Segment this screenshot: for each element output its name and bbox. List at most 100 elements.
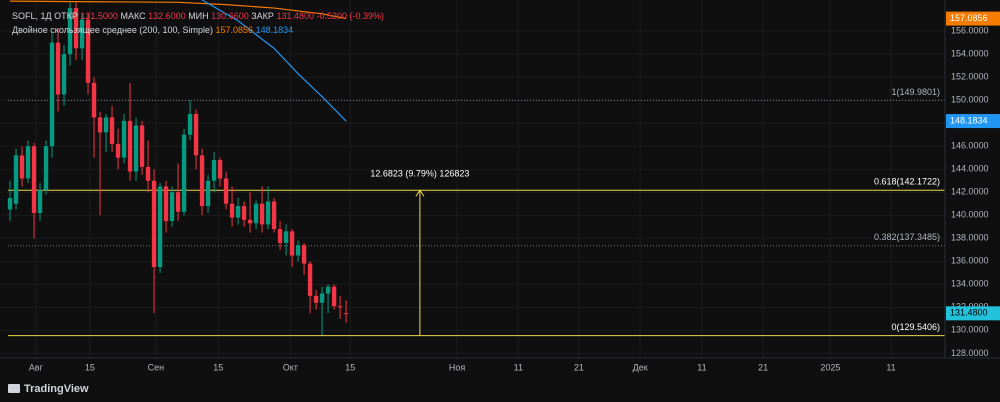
candle-body <box>211 160 217 181</box>
candle-body <box>253 203 259 224</box>
indicator-name: Двойное скользящее среднее (200, 100, Si… <box>12 25 213 35</box>
field-label: ЗАКР <box>251 11 274 21</box>
candle-body <box>61 54 67 95</box>
indicator-value: 157.0856 <box>216 25 254 35</box>
candle-body <box>127 120 133 172</box>
candle-body <box>175 192 181 212</box>
candle-body <box>73 8 79 49</box>
price-box-label: 148.1834 <box>950 115 988 125</box>
x-tick-label: Дек <box>633 362 648 372</box>
candle-body <box>229 203 235 218</box>
y-tick-label: 136.0000 <box>951 256 989 266</box>
y-tick-label: 128.0000 <box>951 348 989 358</box>
candle-body <box>217 160 223 179</box>
x-tick-label: 21 <box>758 362 768 372</box>
brand-logo: TradingView <box>8 383 89 395</box>
x-tick-label: Ноя <box>449 362 466 372</box>
y-tick-label: 152.0000 <box>951 72 989 82</box>
field-value: 131.5000 <box>80 11 118 21</box>
x-tick-label: Сен <box>148 362 165 372</box>
candle-body <box>139 125 145 167</box>
candle-body <box>103 117 109 133</box>
candle-body <box>7 197 13 210</box>
x-tick-label: 21 <box>574 362 584 372</box>
x-tick-label: 2025 <box>820 362 840 372</box>
last-price-label: 131.4800 <box>950 308 988 318</box>
candle-body <box>145 166 151 181</box>
indicator-value: 148.1834 <box>256 25 294 35</box>
candle-body <box>13 155 19 204</box>
candle-body <box>295 245 301 256</box>
candle-body <box>43 146 49 190</box>
candle-body <box>331 286 337 307</box>
y-tick-label: 146.0000 <box>951 141 989 151</box>
brand: TradingView <box>24 383 89 395</box>
y-tick-label: 134.0000 <box>951 279 989 289</box>
candle-body <box>337 306 343 308</box>
candle-body <box>289 231 295 256</box>
candle-body <box>241 206 247 220</box>
x-tick-label: 15 <box>85 362 95 372</box>
legend-header: SOFL, 1Д ОТКР 131.5000 МАКС 132.6000 МИН… <box>12 11 384 21</box>
x-tick-label: Окт <box>283 362 298 372</box>
field-label: ОТКР <box>54 11 78 21</box>
legend-indicator: Двойное скользящее среднее (200, 100, Si… <box>12 25 293 35</box>
candle-body <box>235 206 241 218</box>
candle-body <box>325 286 331 294</box>
candle-body <box>223 178 229 204</box>
last-price-box <box>946 306 1000 321</box>
measure-label: 12.6823 (9.79%) 126823 <box>370 169 469 179</box>
price-box <box>946 114 1000 129</box>
change: -0.5200 (-0.39%) <box>317 11 385 21</box>
x-tick-label: 15 <box>345 362 355 372</box>
y-tick-label: 138.0000 <box>951 233 989 243</box>
candle-body <box>109 117 115 144</box>
field-value: 131.4800 <box>276 11 314 21</box>
candle-body <box>319 293 325 303</box>
candle-body <box>25 146 31 179</box>
candle-body <box>163 186 169 222</box>
price-box-label: 157.0856 <box>950 13 988 23</box>
candle-body <box>301 245 307 264</box>
candle-body <box>157 186 163 268</box>
x-tick-label: 11 <box>886 362 895 372</box>
candle-body <box>49 42 55 147</box>
candle-body <box>121 120 127 158</box>
y-tick-label: 156.0000 <box>951 25 989 35</box>
x-tick-label: 15 <box>213 362 223 372</box>
candle-body <box>313 295 319 303</box>
y-tick-label: 130.0000 <box>951 325 989 335</box>
y-tick-label: 140.0000 <box>951 210 989 220</box>
candle-body <box>265 201 271 225</box>
candle-body <box>247 219 253 224</box>
fib-label: 0(129.5406) <box>891 322 940 332</box>
field-value: 130.6600 <box>211 11 249 21</box>
fib-label: 0.382(137.3485) <box>874 232 940 242</box>
candle-body <box>307 263 313 296</box>
candle-body <box>79 19 85 49</box>
x-tick-label: 11 <box>514 362 523 372</box>
candle-body <box>343 313 349 315</box>
candle-body <box>91 82 97 118</box>
y-tick-label: 142.0000 <box>951 187 989 197</box>
candle-body <box>169 192 175 222</box>
candle-body <box>85 19 91 83</box>
candle-body <box>205 180 211 207</box>
candle-body <box>37 189 43 213</box>
candle-body <box>55 42 61 95</box>
candle-body <box>115 143 121 158</box>
candle-body <box>193 113 199 156</box>
fib-label: 0.618(142.1722) <box>874 177 940 187</box>
ma-line <box>10 0 347 20</box>
field-label: МАКС <box>120 11 146 21</box>
y-tick-label: 150.0000 <box>951 95 989 105</box>
y-tick-label: 144.0000 <box>951 164 989 174</box>
candle-body <box>277 229 283 243</box>
candle-body <box>97 117 103 133</box>
x-tick-label: Авг <box>29 362 44 372</box>
x-tick-label: 11 <box>697 362 706 372</box>
candle-body <box>181 134 187 212</box>
candle-body <box>283 231 289 243</box>
